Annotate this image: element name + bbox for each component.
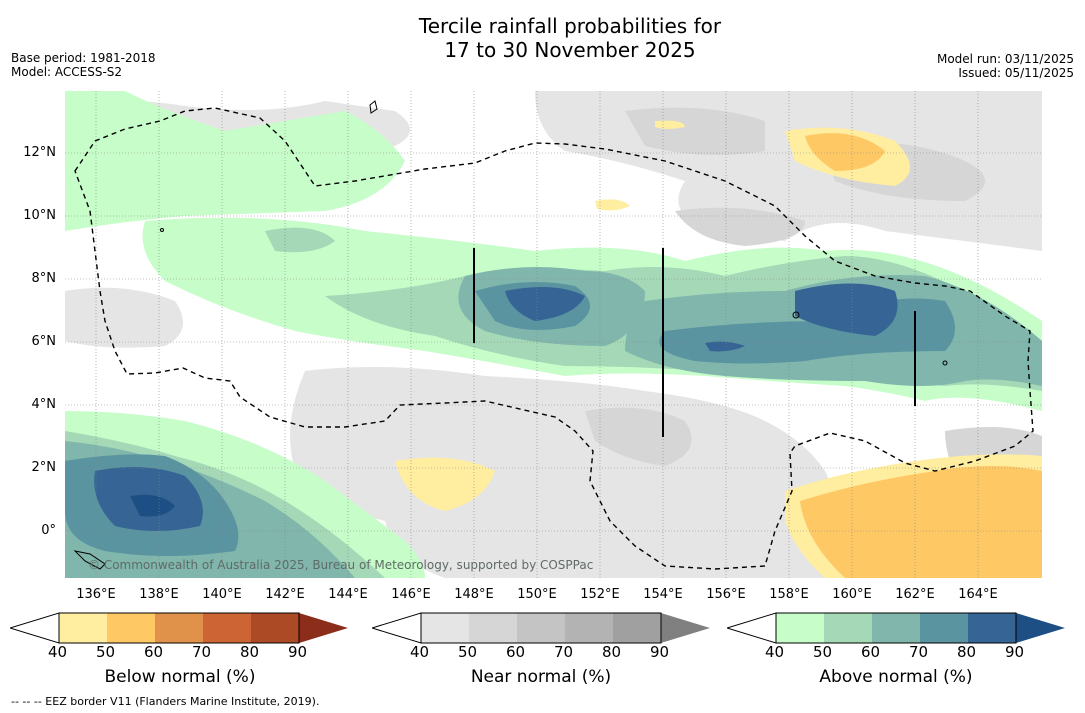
lat-label-6n: 6°N <box>31 334 57 349</box>
colorbar-above-swatch-2 <box>872 613 920 643</box>
colorbar-below-swatch-1 <box>107 613 155 643</box>
meta-left: Base period: 1981-2018 Model: ACCESS-S2 <box>11 51 156 79</box>
lat-label-10n: 10°N <box>23 208 56 223</box>
colorbar-above-swatch-3 <box>920 613 968 643</box>
lon-label-154e: 154°E <box>643 587 683 602</box>
colorbar-near-svg <box>370 612 710 644</box>
lon-label-144e: 144°E <box>328 587 368 602</box>
below-tick-90: 90 <box>288 643 308 661</box>
lon-label-140e: 140°E <box>202 587 242 602</box>
colorbar-above-swatch-0 <box>776 613 824 643</box>
title-line-2: 17 to 30 November 2025 <box>444 38 696 62</box>
lat-label-8n: 8°N <box>31 271 57 286</box>
lon-label-162e: 162°E <box>895 587 935 602</box>
boundary-marks <box>473 248 916 437</box>
map-title: Tercile rainfall probabilities for 17 to… <box>0 14 1085 62</box>
colorbar-near-swatch-1 <box>469 613 517 643</box>
lon-label-164e: 164°E <box>958 587 998 602</box>
colorbar-below-extend-min <box>8 612 60 644</box>
above-tick-40: 40 <box>765 643 785 661</box>
colorbar-near-swatch-0 <box>421 613 469 643</box>
near-tick-80: 80 <box>602 643 622 661</box>
colorbar-below-label: Below normal (%) <box>104 667 256 687</box>
rainfall-probability-map <box>65 91 1042 578</box>
colorbar-near-extend-min <box>370 612 422 644</box>
above-normal-regions <box>65 91 1042 578</box>
colorbar-below-swatch-0 <box>59 613 107 643</box>
above-tick-90: 90 <box>1005 643 1025 661</box>
above-tick-70: 70 <box>909 643 929 661</box>
colorbar-near-swatch-2 <box>517 613 565 643</box>
colorbar-below-normal <box>8 612 350 648</box>
colorbar-near-normal <box>370 612 712 648</box>
lon-label-148e: 148°E <box>454 587 494 602</box>
near-tick-70: 70 <box>554 643 574 661</box>
colorbar-below-svg <box>8 612 348 644</box>
title-line-1: Tercile rainfall probabilities for <box>418 14 722 38</box>
colorbar-above-swatch-1 <box>824 613 872 643</box>
lon-label-136e: 136°E <box>76 587 116 602</box>
lon-label-150e: 150°E <box>517 587 557 602</box>
above-tick-60: 60 <box>861 643 881 661</box>
eez-footnote: -- -- -- EEZ border V11 (Flanders Marine… <box>11 695 320 708</box>
lon-label-158e: 158°E <box>769 587 809 602</box>
issued-date: Issued: 05/11/2025 <box>958 66 1074 80</box>
lon-label-138e: 138°E <box>139 587 179 602</box>
colorbar-above-extend-min <box>725 612 777 644</box>
graticule <box>65 91 1042 578</box>
lon-label-160e: 160°E <box>832 587 872 602</box>
lon-label-152e: 152°E <box>580 587 620 602</box>
above-tick-80: 80 <box>957 643 977 661</box>
meta-right: Model run: 03/11/2025 Issued: 05/11/2025 <box>937 52 1074 80</box>
colorbar-above-label: Above normal (%) <box>819 667 973 687</box>
base-period: Base period: 1981-2018 <box>11 51 156 65</box>
near-tick-40: 40 <box>410 643 430 661</box>
below-tick-70: 70 <box>192 643 212 661</box>
eez-borders <box>74 107 1034 570</box>
model-name: Model: ACCESS-S2 <box>11 65 123 79</box>
lon-label-156e: 156°E <box>706 587 746 602</box>
islands <box>73 100 948 570</box>
colorbar-below-swatch-3 <box>203 613 251 643</box>
near-tick-50: 50 <box>458 643 478 661</box>
colorbar-above-svg <box>725 612 1065 644</box>
colorbar-near-swatch-4 <box>613 613 661 643</box>
below-tick-40: 40 <box>48 643 68 661</box>
colorbar-above-normal <box>725 612 1067 648</box>
lat-label-2n: 2°N <box>31 460 57 475</box>
colorbar-below-extend-max <box>299 613 348 643</box>
below-tick-60: 60 <box>144 643 164 661</box>
colorbar-below-swatch-4 <box>251 613 299 643</box>
lon-label-142e: 142°E <box>265 587 305 602</box>
colorbar-near-extend-max <box>661 613 710 643</box>
colorbar-near-swatch-3 <box>565 613 613 643</box>
colorbar-below-swatch-2 <box>155 613 203 643</box>
below-tick-80: 80 <box>240 643 260 661</box>
lat-label-4n: 4°N <box>31 397 57 412</box>
colorbar-above-extend-max <box>1016 613 1065 643</box>
below-tick-50: 50 <box>96 643 116 661</box>
near-tick-60: 60 <box>506 643 526 661</box>
lon-label-146e: 146°E <box>391 587 431 602</box>
near-tick-90: 90 <box>650 643 670 661</box>
colorbar-near-label: Near normal (%) <box>470 667 612 687</box>
map-svg <box>65 91 1042 578</box>
colorbar-above-swatch-4 <box>968 613 1016 643</box>
model-run-date: Model run: 03/11/2025 <box>936 52 1074 66</box>
above-tick-50: 50 <box>813 643 833 661</box>
copyright-notice: © Commonwealth of Australia 2025, Bureau… <box>88 558 594 572</box>
lat-label-12n: 12°N <box>23 145 56 160</box>
lat-label-0: 0° <box>41 523 56 538</box>
